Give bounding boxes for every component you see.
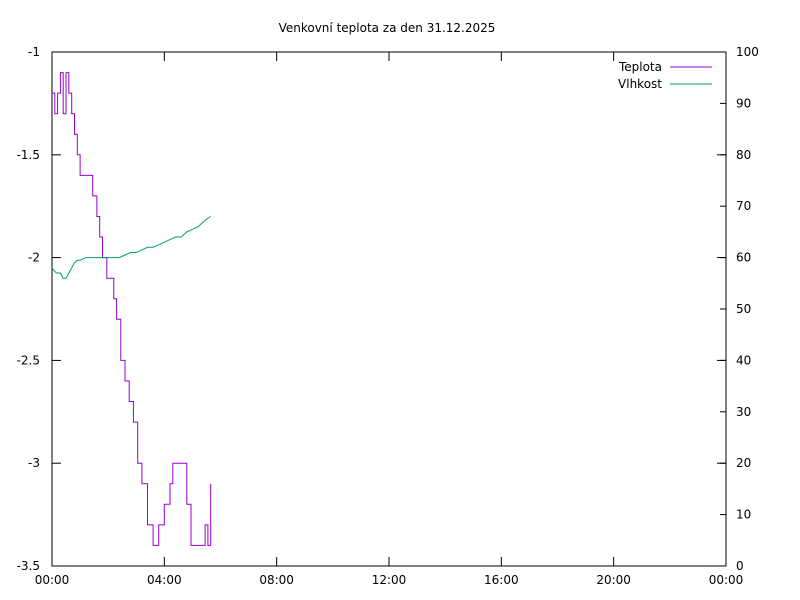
y2-tick-label: 10	[736, 508, 751, 522]
y2-tick-label: 20	[736, 456, 751, 470]
y2-tick-label: 30	[736, 405, 751, 419]
series-line-vlhkost	[51, 216, 211, 279]
y2-tick-label: 50	[736, 302, 751, 316]
y-tick-label: -3	[28, 456, 40, 470]
x-tick-label: 00:00	[35, 573, 70, 587]
legend-label: Teplota	[618, 60, 662, 74]
x-tick-label: 04:00	[147, 573, 182, 587]
legend: Teplota Vlhkost	[618, 60, 712, 91]
x-tick-label: 12:00	[372, 573, 407, 587]
plot-frame	[51, 51, 727, 567]
series-line-teplota	[52, 72, 212, 546]
x-axis: 00:00 04:00 08:00 12:00 16:00 20:00 00:00	[35, 52, 744, 587]
legend-label: Vlhkost	[618, 77, 662, 91]
y2-tick-label: 100	[736, 45, 759, 59]
y-tick-label: -2.5	[17, 353, 40, 367]
y-tick-label: -1.5	[17, 148, 40, 162]
x-tick-label: 08:00	[259, 573, 294, 587]
y-tick-label: -2	[28, 251, 40, 265]
chart-title: Venkovní teplota za den 31.12.2025	[279, 21, 496, 35]
y-axis-left: -1 -1.5 -2 -2.5 -3 -3.5	[17, 45, 726, 573]
y2-tick-label: 80	[736, 148, 751, 162]
x-tick-label: 20:00	[596, 573, 631, 587]
y2-tick-label: 60	[736, 251, 751, 265]
y2-tick-label: 0	[736, 559, 744, 573]
x-tick-label: 16:00	[484, 573, 519, 587]
y-tick-label: -1	[28, 45, 40, 59]
y2-tick-label: 90	[736, 96, 751, 110]
y-tick-label: -3.5	[17, 559, 40, 573]
y2-tick-label: 40	[736, 353, 751, 367]
y2-tick-label: 70	[736, 199, 751, 213]
series-layer	[51, 72, 212, 546]
x-tick-label: 00:00	[709, 573, 744, 587]
